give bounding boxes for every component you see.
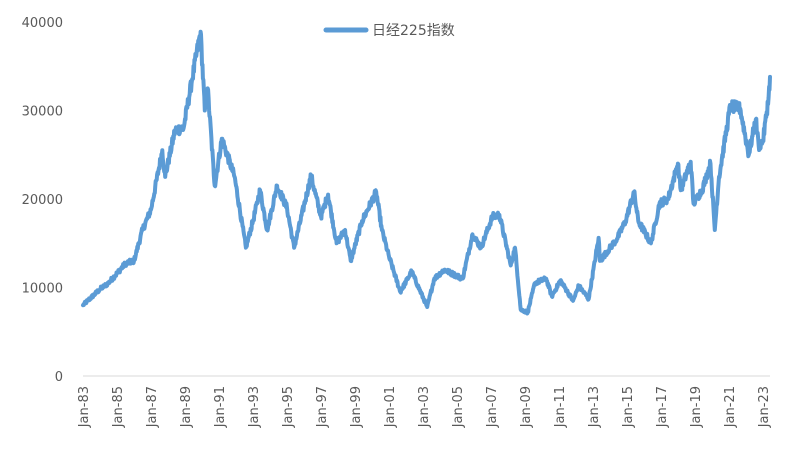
y-tick-label: 30000 — [22, 105, 63, 120]
x-tick-label: Jan-07 — [485, 386, 500, 428]
x-axis: Jan-83 Jan-85 Jan-87 Jan-89 Jan-91 Jan-93 Jan-… — [77, 375, 772, 428]
x-tick-label: Jan-11 — [553, 386, 568, 428]
y-tick-label: 0 — [55, 370, 63, 385]
x-tick-label: Jan-05 — [451, 386, 466, 428]
x-tick-label: Jan-93 — [247, 386, 262, 428]
y-tick-label: 40000 — [22, 16, 63, 31]
x-tick-label: Jan-15 — [621, 386, 636, 428]
x-tick-label: Jan-17 — [655, 386, 670, 428]
x-tick-label: Jan-19 — [689, 386, 704, 428]
x-tick-label: Jan-85 — [111, 386, 126, 428]
x-tick-label: Jan-87 — [145, 386, 160, 428]
x-tick-label: Jan-95 — [281, 386, 296, 428]
x-tick-label: Jan-13 — [587, 386, 602, 428]
x-tick-label: Jan-97 — [315, 386, 330, 428]
x-tick-label: Jan-99 — [349, 386, 364, 428]
y-axis: 0 10000 20000 30000 40000 — [22, 16, 63, 385]
x-tick-label: Jan-21 — [723, 386, 738, 428]
x-tick-label: Jan-89 — [179, 386, 194, 428]
x-tick-label: Jan-83 — [77, 386, 92, 428]
y-tick-label: 10000 — [22, 282, 63, 297]
x-tick-label: Jan-23 — [757, 386, 772, 428]
x-tick-label: Jan-03 — [417, 386, 432, 428]
legend-label: 日经225指数 — [372, 23, 455, 39]
legend: 日经225指数 — [323, 23, 455, 39]
series-line-nikkei225 — [81, 29, 772, 316]
x-tick-label: Jan-91 — [213, 386, 228, 428]
x-tick-label: Jan-09 — [519, 386, 534, 428]
y-tick-label: 20000 — [22, 193, 63, 208]
x-tick-label: Jan-01 — [383, 386, 398, 428]
